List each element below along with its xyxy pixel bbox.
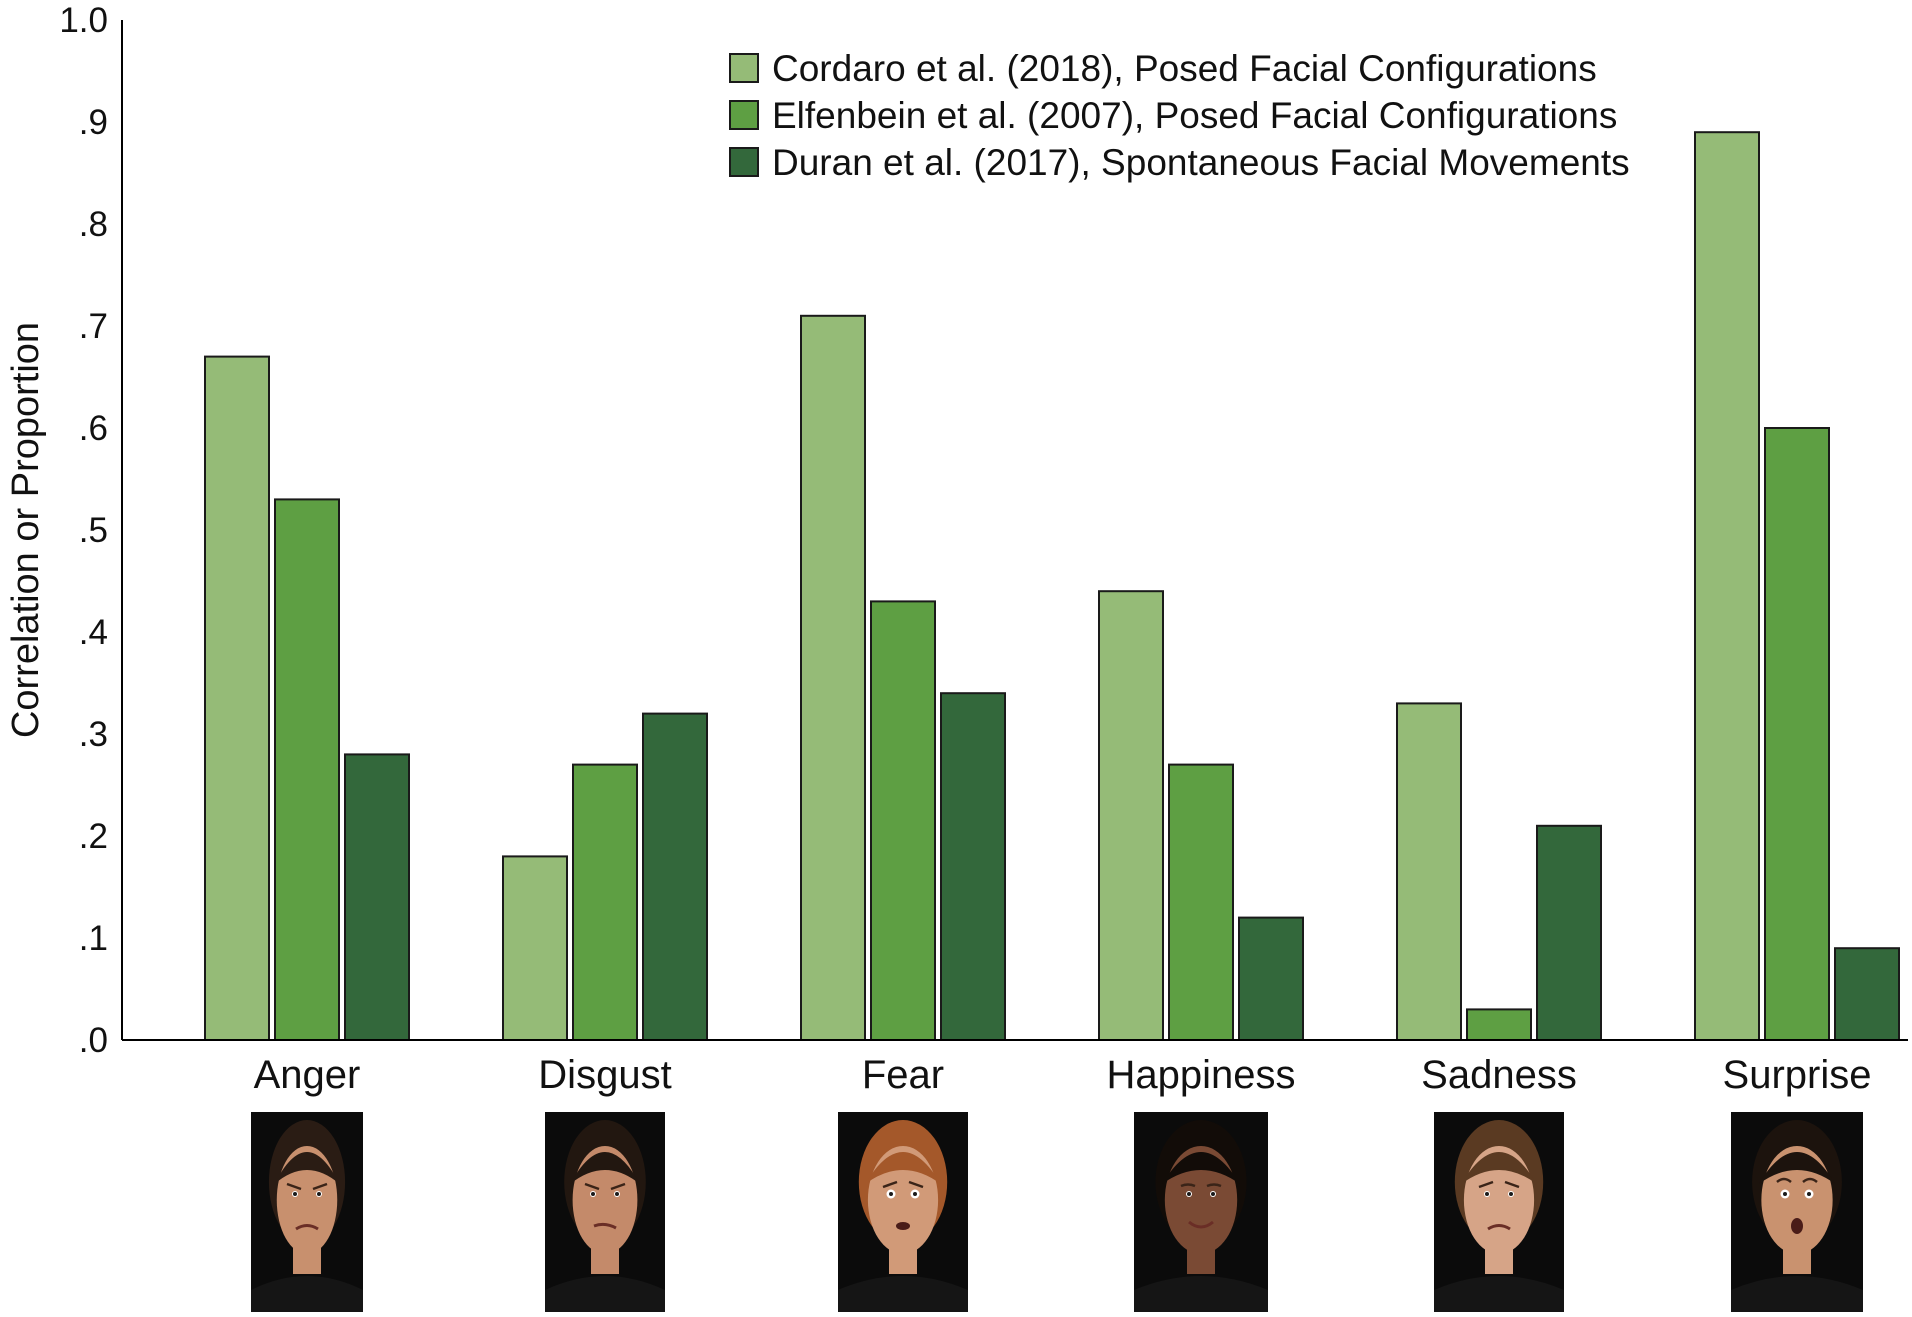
bar-sadness-series-1 xyxy=(1396,702,1462,1042)
category-label-happiness: Happiness xyxy=(1106,1053,1295,1097)
bar-surprise-series-3 xyxy=(1834,947,1900,1042)
y-tick-label: .8 xyxy=(79,205,108,244)
legend: Cordaro et al. (2018), Posed Facial Conf… xyxy=(729,48,1630,183)
bar-disgust-series-2 xyxy=(572,763,638,1041)
legend-swatch-series-3 xyxy=(729,147,759,177)
bar-sadness-series-2 xyxy=(1466,1008,1532,1042)
surprised-face-icon xyxy=(1731,1112,1863,1312)
legend-label-series-3: Duran et al. (2017), Spontaneous Facial … xyxy=(772,142,1630,183)
y-tick-labels: .0 .1 .2 .3 .4 .5 .6 .7 .8 .9 1.0 xyxy=(59,1,108,1060)
legend-label-series-2: Elfenbein et al. (2007), Posed Facial Co… xyxy=(772,95,1617,136)
happy-face-icon xyxy=(1134,1112,1268,1312)
legend-swatch-series-2 xyxy=(729,100,759,130)
disgusted-face-icon xyxy=(545,1112,665,1312)
y-axis-label: Correlation or Proportion xyxy=(5,322,47,738)
category-label-sadness: Sadness xyxy=(1421,1053,1577,1097)
bar-fear-series-2 xyxy=(870,600,936,1042)
face-photos xyxy=(251,1112,1863,1312)
bar-surprise-series-1 xyxy=(1694,131,1760,1041)
bar-anger-series-1 xyxy=(204,355,270,1042)
y-tick-label: .9 xyxy=(79,103,108,142)
category-label-surprise: Surprise xyxy=(1723,1053,1872,1097)
sad-face-icon xyxy=(1434,1112,1564,1312)
bar-happiness-series-2 xyxy=(1168,763,1234,1041)
y-tick-label: .2 xyxy=(79,817,108,856)
y-tick-label: .6 xyxy=(79,409,108,448)
y-tick-label: .3 xyxy=(79,715,108,754)
bars-layer xyxy=(204,131,1900,1042)
legend-label-series-1: Cordaro et al. (2018), Posed Facial Conf… xyxy=(772,48,1597,89)
legend-swatch-series-1 xyxy=(729,53,759,83)
bar-disgust-series-1 xyxy=(502,855,568,1042)
y-tick-label: 1.0 xyxy=(59,1,108,40)
bar-happiness-series-1 xyxy=(1098,590,1164,1041)
y-tick-label: .5 xyxy=(79,511,108,550)
category-label-fear: Fear xyxy=(862,1053,944,1097)
bar-anger-series-3 xyxy=(344,753,410,1042)
angry-face-icon xyxy=(251,1112,363,1312)
bar-disgust-series-3 xyxy=(642,712,708,1041)
y-tick-label: .7 xyxy=(79,307,108,346)
category-label-disgust: Disgust xyxy=(538,1053,671,1097)
fearful-face-icon xyxy=(838,1112,968,1312)
bar-fear-series-1 xyxy=(800,314,866,1041)
bar-anger-series-2 xyxy=(274,498,340,1041)
y-tick-label: .0 xyxy=(79,1021,108,1060)
axes-layer xyxy=(121,20,1908,1041)
bar-happiness-series-3 xyxy=(1238,916,1304,1041)
bar-surprise-series-2 xyxy=(1764,427,1830,1041)
bar-fear-series-3 xyxy=(940,692,1006,1041)
y-tick-label: .4 xyxy=(79,613,108,652)
category-label-anger: Anger xyxy=(254,1053,361,1097)
bar-sadness-series-3 xyxy=(1536,824,1602,1041)
category-labels: Anger Disgust Fear Happiness Sadness Surprise xyxy=(254,1053,1872,1097)
y-tick-label: .1 xyxy=(79,919,108,958)
